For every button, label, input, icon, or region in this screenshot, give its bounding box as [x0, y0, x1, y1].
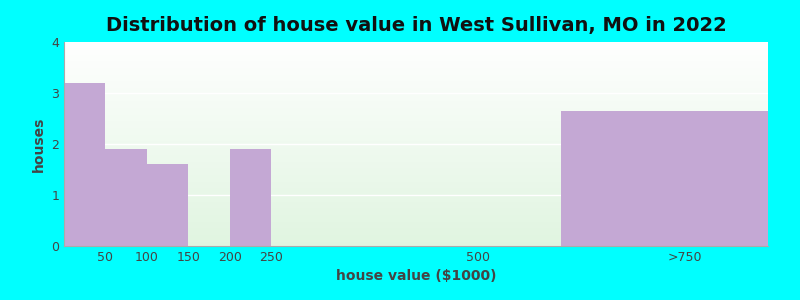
- Bar: [106, 149, 147, 246]
- Bar: [230, 149, 271, 246]
- Title: Distribution of house value in West Sullivan, MO in 2022: Distribution of house value in West Sull…: [106, 16, 726, 35]
- Bar: [147, 164, 188, 246]
- Bar: [561, 111, 768, 246]
- X-axis label: house value ($1000): house value ($1000): [336, 269, 496, 284]
- Y-axis label: houses: houses: [31, 116, 46, 172]
- Bar: [64, 83, 106, 246]
